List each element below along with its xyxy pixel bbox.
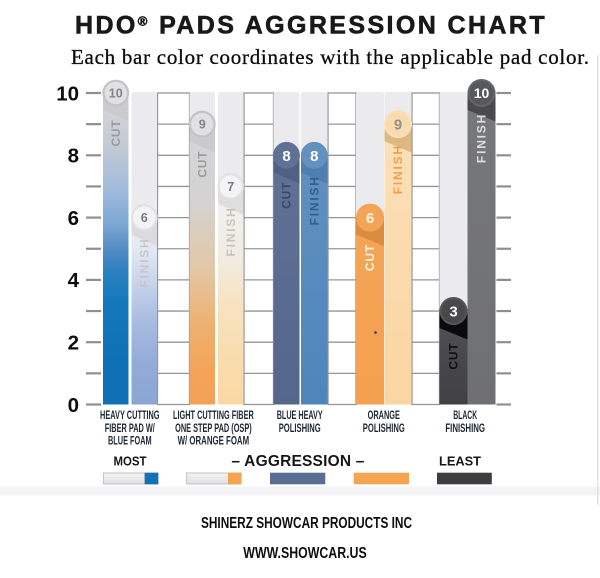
svg-text:LEAST: LEAST (439, 454, 481, 469)
svg-text:9: 9 (394, 117, 402, 134)
svg-text:9: 9 (199, 118, 206, 132)
svg-text:BLUE FOAM: BLUE FOAM (108, 434, 152, 448)
svg-text:HEAVY CUTTING: HEAVY CUTTING (100, 408, 160, 422)
svg-text:8: 8 (68, 145, 79, 168)
svg-text:BLACK: BLACK (453, 408, 477, 422)
svg-text:CUT: CUT (195, 151, 209, 178)
svg-text:FINISH: FINISH (475, 113, 489, 163)
svg-text:FINISH: FINISH (224, 206, 238, 256)
svg-text:8: 8 (282, 148, 290, 165)
svg-text:FINISH: FINISH (391, 144, 405, 194)
svg-text:WWW.SHOWCAR.US: WWW.SHOWCAR.US (243, 545, 366, 562)
svg-text:6: 6 (141, 211, 148, 225)
svg-text:FINISHING: FINISHING (445, 421, 485, 435)
svg-text:POLISHING: POLISHING (363, 421, 405, 435)
svg-text:CUT: CUT (447, 343, 461, 370)
svg-text:W/ ORANGE FOAM: W/ ORANGE FOAM (178, 434, 250, 448)
svg-text:10: 10 (56, 82, 79, 105)
svg-text:BLUE HEAVY: BLUE HEAVY (277, 408, 323, 422)
svg-text:FINISH: FINISH (307, 175, 321, 225)
svg-text:4: 4 (68, 269, 80, 292)
svg-text:3: 3 (449, 304, 457, 321)
svg-text:7: 7 (227, 180, 234, 194)
svg-text:CUT: CUT (280, 182, 294, 209)
svg-text:2: 2 (68, 332, 79, 355)
svg-text:MOST: MOST (114, 454, 147, 469)
svg-text:HDO® PADS AGGRESSION CHART: HDO® PADS AGGRESSION CHART (75, 12, 547, 40)
svg-text:6: 6 (68, 207, 79, 230)
svg-text:10: 10 (474, 85, 490, 101)
svg-text:– AGGRESSION –: – AGGRESSION – (231, 453, 364, 470)
svg-text:POLISHING: POLISHING (279, 421, 321, 435)
svg-text:ONE STEP PAD (OSP): ONE STEP PAD (OSP) (175, 421, 252, 435)
svg-text:LIGHT CUTTING FIBER: LIGHT CUTTING FIBER (173, 408, 254, 422)
svg-text:10: 10 (109, 87, 123, 101)
svg-text:SHINERZ SHOWCAR PRODUCTS INC: SHINERZ SHOWCAR PRODUCTS INC (201, 515, 412, 532)
svg-text:0: 0 (68, 394, 79, 417)
svg-text:6: 6 (366, 210, 374, 227)
svg-text:CUT: CUT (109, 119, 123, 146)
svg-text:Each bar color coordinates wit: Each bar color coordinates with the appl… (71, 45, 589, 69)
svg-text:ORANGE: ORANGE (368, 408, 400, 422)
svg-text:CUT: CUT (363, 244, 377, 271)
svg-text:FIBER PAD W/: FIBER PAD W/ (105, 421, 156, 435)
svg-text:8: 8 (310, 148, 318, 165)
svg-text:FINISH: FINISH (137, 238, 151, 288)
